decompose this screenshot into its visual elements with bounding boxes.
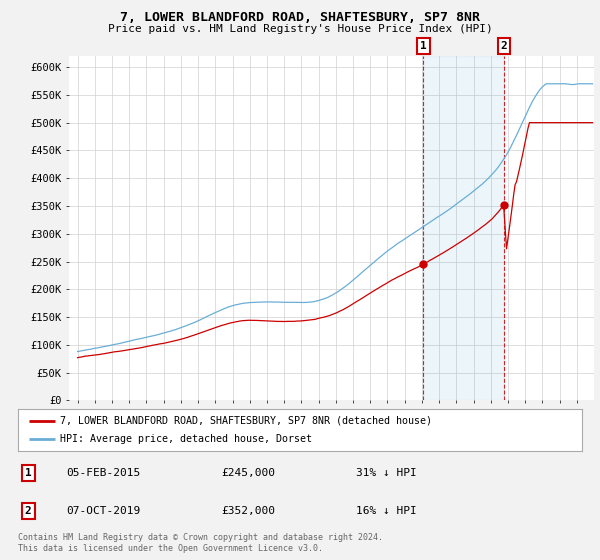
Bar xyxy=(424,56,504,400)
Text: £245,000: £245,000 xyxy=(221,468,275,478)
Text: 7, LOWER BLANDFORD ROAD, SHAFTESBURY, SP7 8NR (detached house): 7, LOWER BLANDFORD ROAD, SHAFTESBURY, SP… xyxy=(60,416,432,426)
Text: 2: 2 xyxy=(25,506,32,516)
Text: 31% ↓ HPI: 31% ↓ HPI xyxy=(356,468,417,478)
Text: 05-FEB-2015: 05-FEB-2015 xyxy=(66,468,140,478)
Text: 1: 1 xyxy=(25,468,32,478)
Text: 2: 2 xyxy=(500,41,508,51)
Text: Contains HM Land Registry data © Crown copyright and database right 2024.
This d: Contains HM Land Registry data © Crown c… xyxy=(18,533,383,553)
Text: 07-OCT-2019: 07-OCT-2019 xyxy=(66,506,140,516)
Text: Price paid vs. HM Land Registry's House Price Index (HPI): Price paid vs. HM Land Registry's House … xyxy=(107,24,493,34)
Text: 16% ↓ HPI: 16% ↓ HPI xyxy=(356,506,417,516)
Text: £352,000: £352,000 xyxy=(221,506,275,516)
Text: 7, LOWER BLANDFORD ROAD, SHAFTESBURY, SP7 8NR: 7, LOWER BLANDFORD ROAD, SHAFTESBURY, SP… xyxy=(120,11,480,24)
Text: 1: 1 xyxy=(420,41,427,51)
Text: HPI: Average price, detached house, Dorset: HPI: Average price, detached house, Dors… xyxy=(60,434,313,444)
